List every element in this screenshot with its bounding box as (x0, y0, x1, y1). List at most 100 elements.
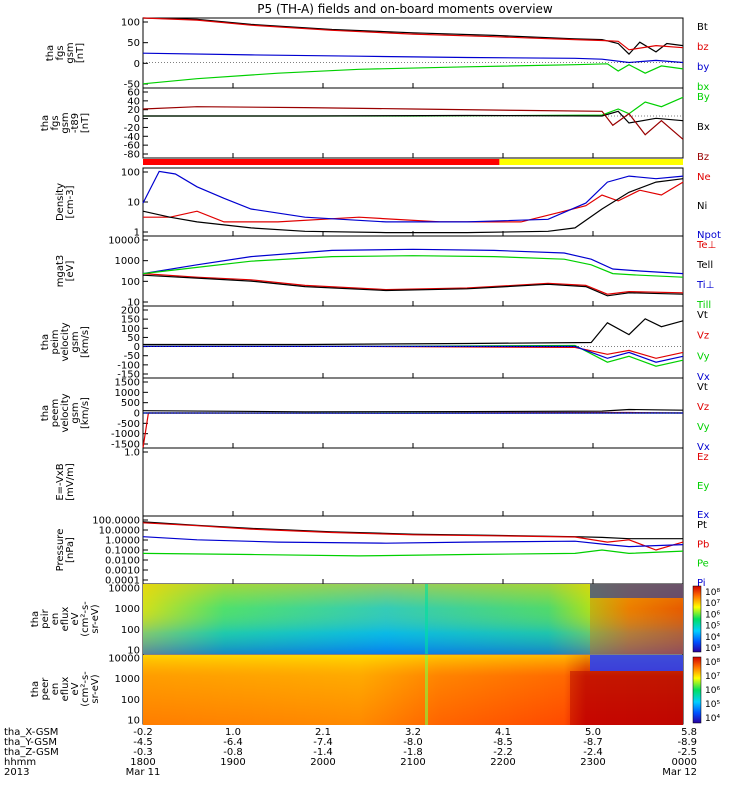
fgs_gse_t89-series-bx (143, 111, 683, 123)
fgs_gse_t89-series-bz (143, 107, 683, 140)
peer_spectrogram-colorbar-tick: 10⁴ (705, 714, 720, 724)
fgs_gsm-series-bt (143, 18, 683, 54)
xaxis-col-t-label: 2100 (400, 757, 425, 768)
fgs_gsm-series-by (143, 53, 683, 62)
density-ytick-label: 100 (121, 168, 140, 179)
peem_velocity-legend-vt: Vt (697, 382, 708, 393)
peir_spectrogram-ytick-label: 10000 (108, 584, 140, 595)
peim_velocity-legend-vt: Vt (697, 310, 708, 321)
temperature-ytick-label: 1000 (115, 256, 140, 267)
fgs_gsm-ytick-label: 50 (127, 38, 140, 49)
xaxis-col-d-label: Mar 11 (126, 767, 161, 778)
fgs_gsm-legend-by: by (697, 62, 709, 73)
density-ytick-label: 10 (127, 198, 140, 209)
peem_velocity-series-vt (143, 410, 683, 412)
xaxis-col-t-label: 2000 (310, 757, 335, 768)
fgs_gse_t89-legend-bz: Bz (697, 152, 709, 163)
exb-ytick-label: 1.0 (124, 448, 140, 459)
fgs_gse_t89-ylabel-line: [nT] (80, 113, 91, 133)
peem_velocity-legend-vy: Vy (697, 422, 710, 433)
peem_velocity-ylabel-line: [km/s] (80, 397, 91, 429)
peir_spectrogram-colorbar-tick: 10³ (705, 644, 720, 654)
peir_spectrogram-ylabel-line: sr-eV) (90, 604, 101, 633)
peer-colorbar (693, 657, 701, 723)
fgs_gsm-ytick-label: 0 (134, 59, 140, 70)
peer_spectrogram-ytick-label: 1000 (115, 674, 140, 685)
density-legend-ne: Ne (697, 172, 711, 183)
peir_spectrogram-colorbar-tick: 10⁴ (705, 633, 720, 643)
peim_velocity-frame (143, 306, 683, 378)
density-frame (143, 168, 683, 236)
fgs_gse_t89-ytick-label: -80 (124, 150, 140, 161)
temperature-series-ti⊥ (143, 249, 683, 273)
peir_spectrogram-ytick-label: 1000 (115, 604, 140, 615)
pressure-series-pt (143, 522, 683, 539)
temperature-ytick-label: 10000 (108, 236, 140, 247)
pressure-legend-pb: Pb (697, 539, 709, 550)
peir_spectrogram-colorbar-tick: 10⁵ (705, 622, 720, 632)
fgs_gsm-frame (143, 18, 683, 88)
temperature-frame (143, 236, 683, 306)
peim_velocity-legend-vy: Vy (697, 351, 710, 362)
fgs_gsm-ylabel-line: [nT] (75, 43, 86, 63)
temperature-ylabel-line: [eV] (65, 261, 76, 282)
peer_spectrogram-ylabel-line: sr-eV) (90, 674, 101, 703)
peir_spectrogram-colorbar-tick: 10⁷ (705, 599, 720, 609)
peer_spectrogram-colorbar-tick: 10⁸ (705, 658, 720, 668)
pressure-series-pe (143, 550, 683, 556)
peem_velocity-legend-vz: Vz (697, 402, 709, 413)
xaxis-col-t-label: 1900 (220, 757, 245, 768)
peir-spectrogram-image (143, 584, 683, 654)
exb-frame (143, 448, 683, 516)
temperature-legend-te⊥: Te⊥ (696, 240, 716, 251)
peer_spectrogram-colorbar-tick: 10⁶ (705, 686, 720, 696)
peer_spectrogram-colorbar-tick: 10⁵ (705, 700, 720, 710)
pressure-legend-pe: Pe (697, 559, 709, 570)
peer_spectrogram-ytick-label: 10 (127, 716, 140, 727)
peir_spectrogram-ytick-label: 100 (121, 625, 140, 636)
peir_spectrogram-colorbar-tick: 10⁸ (705, 588, 720, 598)
peir_spectrogram-colorbar-tick: 10⁶ (705, 610, 720, 620)
density-legend-ni: Ni (697, 201, 707, 212)
peer_spectrogram-ytick-label: 10000 (108, 654, 140, 665)
fgs_gsm-series-bx (143, 64, 683, 84)
fgs_gse_t89-legend-by: By (697, 92, 710, 103)
fgs_gsm-ytick-label: 100 (121, 18, 140, 29)
pressure-ylabel-line: [nPa] (65, 537, 76, 563)
peem_velocity-series-vz (143, 413, 683, 449)
temperature-ytick-label: 100 (121, 277, 140, 288)
flag-bar-yellow-segment (499, 159, 683, 165)
peer-spectrogram-image (143, 655, 683, 725)
fgs_gsm-series-bz (143, 18, 683, 50)
pressure-series-pb (143, 523, 683, 550)
xaxis-col-t-label: 2300 (580, 757, 605, 768)
peim_velocity-legend-vz: Vz (697, 331, 709, 342)
peir-colorbar (693, 586, 701, 652)
pressure-legend-pt: Pt (697, 520, 707, 531)
page-title: P5 (TH-A) fields and on-board moments ov… (257, 2, 553, 16)
temperature-series-till (143, 256, 683, 278)
temperature-legend-tell: Tell (696, 260, 713, 271)
fgs_gsm-legend-bz: bz (697, 42, 709, 53)
temperature-legend-ti⊥: Ti⊥ (696, 280, 714, 291)
xaxis-col-d-label: Mar 12 (662, 767, 697, 778)
peer_spectrogram-colorbar-tick: 10⁷ (705, 672, 720, 682)
peer_spectrogram-ytick-label: 100 (121, 695, 140, 706)
density-series-npot (143, 171, 683, 222)
exb-ylabel-line: [mV/m] (65, 463, 76, 501)
xaxis-row-label: 2013 (4, 767, 29, 778)
fgs_gsm-legend-bt: Bt (697, 22, 708, 33)
flag-bar (143, 159, 683, 165)
peim_velocity-ylabel-line: [km/s] (80, 326, 91, 358)
exb-legend-ez: Ez (697, 452, 709, 463)
fgs_gse_t89-frame (143, 88, 683, 158)
peim_velocity-series-vt (143, 319, 683, 345)
fgs_gse_t89-legend-bx: Bx (697, 122, 710, 133)
exb-legend-ey: Ey (697, 481, 709, 492)
xaxis-col-t-label: 2200 (490, 757, 515, 768)
x-axis-labels: tha_X-GSMtha_Y-GSMtha_Z-GSMhhmm2013-0.2-… (4, 727, 697, 778)
density-ylabel-line: [cm-3] (65, 185, 76, 218)
